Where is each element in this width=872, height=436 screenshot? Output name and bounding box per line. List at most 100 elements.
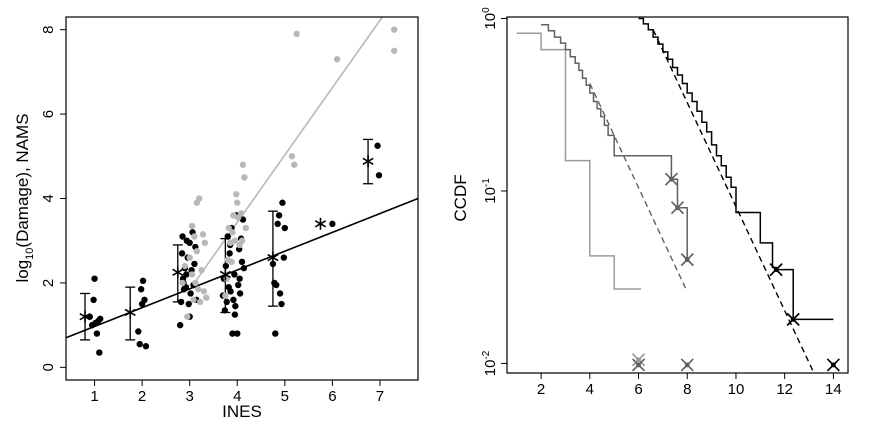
data-point-black <box>227 288 234 295</box>
data-point-black <box>187 290 194 297</box>
data-point-black <box>240 264 248 272</box>
data-point-gray <box>234 199 241 206</box>
ccdf-step-dark_gray <box>541 23 688 260</box>
data-point-black <box>281 224 289 232</box>
left-y-axis-label: log10(Damage), NAMS <box>13 113 36 282</box>
data-point-black <box>231 271 238 278</box>
powerlaw-fit-dark_gray <box>589 83 688 293</box>
data-point-black <box>179 233 186 240</box>
mean-star-marker-stroke <box>172 268 184 277</box>
powerlaw-fit-black <box>652 29 815 373</box>
ccdf-step-light_gray <box>516 32 641 290</box>
fit-line-gray <box>193 17 383 284</box>
cross-center <box>675 205 680 211</box>
mean-star-marker <box>172 266 184 279</box>
data-point-gray <box>222 292 229 299</box>
x-tick-label: 1 <box>90 388 98 405</box>
right-plot-marks <box>516 17 840 373</box>
y-tick-label: 8 <box>40 25 57 33</box>
data-point-black <box>178 250 186 257</box>
data-point-gray <box>391 47 398 54</box>
mean-star-marker-stroke <box>314 220 327 228</box>
data-point-black <box>90 296 97 304</box>
data-point-gray <box>201 239 209 247</box>
left-x-axis-label: INES <box>222 402 262 421</box>
data-point-gray <box>186 254 193 261</box>
data-point-gray <box>193 248 201 255</box>
cross-marker-light_gray <box>631 353 646 367</box>
data-point-gray <box>196 298 204 306</box>
y-tick-label: 6 <box>40 110 57 118</box>
mean-star-marker-stroke <box>267 253 279 262</box>
data-point-black <box>232 302 239 310</box>
data-point-black <box>274 220 281 228</box>
data-point-gray <box>225 224 232 232</box>
x-tick-label: 5 <box>281 388 289 405</box>
data-point-gray <box>242 224 250 232</box>
data-point-gray <box>181 262 189 270</box>
data-point-black <box>139 277 147 285</box>
y-tick-label: 0 <box>40 363 57 371</box>
data-point-gray <box>237 210 245 217</box>
x-tick-label: 2 <box>537 381 545 398</box>
cross-marker-black <box>826 358 840 372</box>
data-point-gray <box>184 313 191 320</box>
data-point-black <box>273 281 280 289</box>
data-point-black <box>135 328 142 335</box>
data-point-black <box>223 298 230 306</box>
data-point-gray <box>241 174 248 181</box>
data-point-gray <box>233 191 240 198</box>
data-point-black <box>229 330 236 337</box>
data-point-gray <box>229 229 236 236</box>
data-point-black <box>231 311 239 318</box>
data-point-gray <box>199 231 207 238</box>
data-point-black <box>329 220 336 228</box>
right-plot-frame <box>506 16 849 374</box>
data-point-black <box>96 349 103 356</box>
data-point-gray <box>239 161 247 168</box>
cross-marker-dark_gray <box>631 358 646 372</box>
data-point-black <box>92 319 99 327</box>
x-tick-label: 6 <box>328 388 336 405</box>
y-tick-label: 10-1 <box>481 178 499 204</box>
y-tick-label: 100 <box>481 7 499 30</box>
data-point-black <box>276 290 284 297</box>
data-point-black <box>272 330 279 337</box>
cross-center <box>636 362 641 368</box>
data-point-black <box>221 307 229 314</box>
data-point-black <box>186 239 193 247</box>
data-point-black <box>176 321 184 329</box>
mean-star-marker-stroke <box>362 157 374 166</box>
data-point-black <box>93 330 101 337</box>
data-point-gray <box>179 279 186 287</box>
data-point-black <box>97 315 104 322</box>
cross-marker-dark_gray <box>664 172 679 186</box>
x-tick-label: 4 <box>586 381 594 398</box>
x-tick-label: 7 <box>376 388 384 405</box>
right-panel: 2 4 6 8 10 12 14 100 10-1 10-2 CCDF <box>451 7 849 398</box>
data-point-black <box>374 142 381 149</box>
data-point-gray <box>191 233 198 240</box>
data-point-gray <box>288 153 296 160</box>
data-point-gray <box>291 161 298 168</box>
data-point-black <box>222 262 230 270</box>
cross-marker-black <box>769 262 783 277</box>
y-tick-label: 4 <box>40 194 57 202</box>
data-point-black <box>234 330 241 337</box>
data-point-black <box>185 300 192 308</box>
data-point-gray <box>190 296 197 304</box>
data-point-black <box>278 300 285 308</box>
cross-marker-black <box>786 312 800 326</box>
left-plot-marks <box>66 17 418 356</box>
data-point-gray <box>228 258 235 266</box>
data-point-black <box>91 275 98 282</box>
data-point-gray <box>391 26 398 33</box>
data-point-gray <box>195 286 202 293</box>
data-point-gray <box>231 237 239 244</box>
y-tick-label: 10-2 <box>481 350 499 376</box>
cross-marker-dark_gray <box>680 252 694 267</box>
data-point-gray <box>203 294 210 301</box>
data-point-black <box>142 343 150 350</box>
data-point-black <box>375 172 383 179</box>
